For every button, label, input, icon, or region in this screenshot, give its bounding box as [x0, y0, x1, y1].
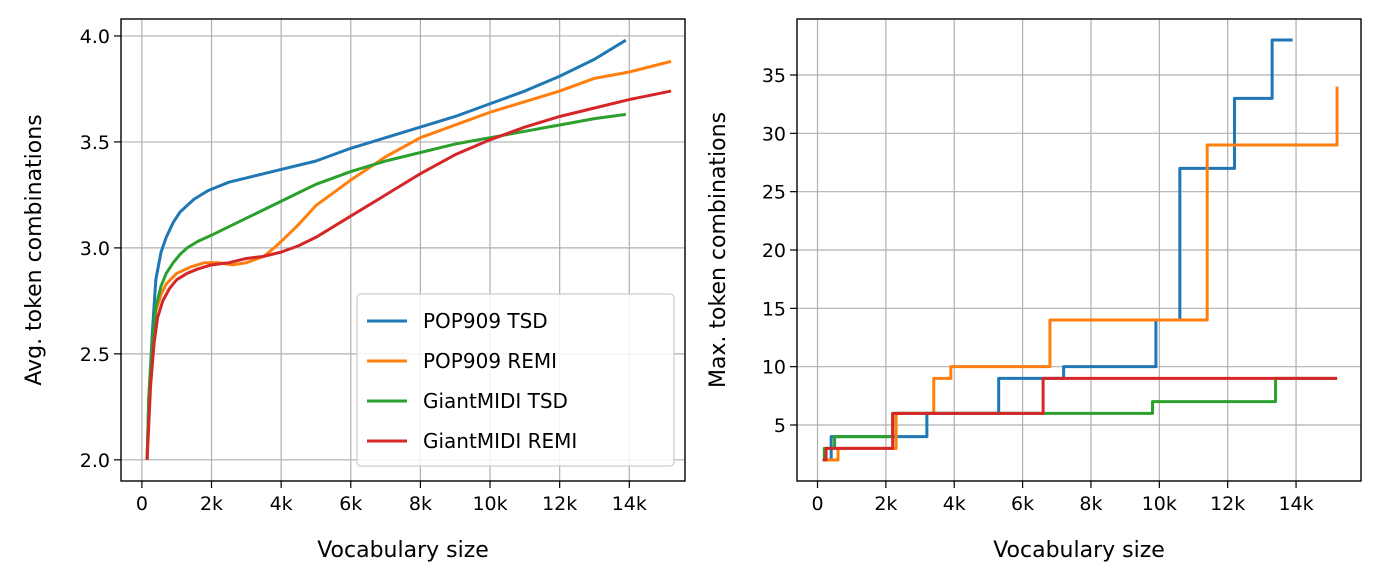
y-tick-label: 10	[762, 357, 786, 379]
y-tick-label: 15	[762, 298, 786, 320]
y-tick-label: 20	[762, 240, 786, 262]
legend-label-2: GiantMIDI TSD	[423, 389, 568, 413]
y-tick-label: 4.0	[80, 26, 110, 48]
series-group	[822, 38, 1339, 462]
x-tick-label: 12k	[1210, 493, 1245, 515]
x-tick-label: 0	[811, 493, 823, 515]
x-tick-label: 14k	[1278, 493, 1313, 515]
series-group	[145, 38, 672, 460]
series-line-2	[822, 376, 1338, 462]
x-tick-label: 12k	[542, 493, 577, 515]
x-tick-label: 8k	[409, 493, 432, 515]
x-tick-label: 4k	[270, 493, 293, 515]
x-tick-label: 2k	[874, 493, 897, 515]
y-tick-label: 25	[762, 182, 786, 204]
x-tick-label: 6k	[339, 493, 362, 515]
x-tick-label: 8k	[1079, 493, 1102, 515]
x-tick-label: 0	[136, 493, 148, 515]
y-tick-label: 30	[762, 123, 786, 145]
x-tick-label: 6k	[1011, 493, 1034, 515]
legend-label-0: POP909 TSD	[423, 309, 548, 333]
series-line-3	[822, 376, 1338, 462]
series-line-1	[145, 59, 672, 460]
legend-label-3: GiantMIDI REMI	[423, 429, 577, 453]
x-tick-label: 2k	[200, 493, 223, 515]
x-axis-label: Vocabulary size	[317, 538, 489, 563]
series-line-0	[145, 38, 627, 460]
y-tick-label: 2.5	[80, 344, 110, 366]
x-tick-label: 14k	[612, 493, 647, 515]
legend: POP909 TSD POP909 REMI GiantMIDI TSD GiantM…	[356, 293, 675, 467]
legend-box	[356, 293, 675, 467]
y-tick-label: 35	[762, 65, 786, 87]
grid	[797, 19, 1361, 481]
y-axis-label: Avg. token combinations	[22, 114, 47, 385]
series-line-3	[145, 89, 672, 460]
x-tick-label: 4k	[943, 493, 966, 515]
y-tick-label: 3.5	[80, 132, 110, 154]
y-tick-label: 5	[774, 415, 786, 437]
x-tick-label: 10k	[472, 493, 507, 515]
axes-frame	[120, 18, 686, 482]
y-tick-label: 3.0	[80, 238, 110, 260]
y-tick-label: 2.0	[80, 450, 110, 472]
legend-label-1: POP909 REMI	[423, 349, 557, 373]
avg-token-combinations-chart: 0 2k 4k 6k 8k 10k 12k 14k 2.0 2.5 3.0 3.5 4.0 Vocabul…	[22, 18, 686, 563]
max-token-combinations-chart: 0 2k 4k 6k 8k 10k 12k 14k 5 10 15 20 25 30 35 Vocabular…	[706, 18, 1362, 563]
x-axis-label: Vocabulary size	[993, 538, 1165, 563]
series-line-1	[822, 86, 1339, 462]
x-tick-label: 10k	[1142, 493, 1177, 515]
series-line-2	[145, 112, 627, 460]
y-axis-label: Max. token combinations	[706, 112, 731, 388]
series-line-0	[822, 38, 1293, 462]
